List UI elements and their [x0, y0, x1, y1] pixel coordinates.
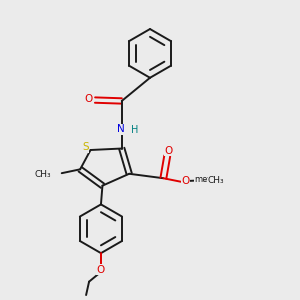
Text: methyl: methyl: [203, 180, 208, 181]
Text: O: O: [84, 94, 93, 104]
Text: H: H: [131, 125, 138, 135]
Text: O: O: [182, 176, 190, 186]
Text: O: O: [165, 146, 173, 156]
Text: CH₃: CH₃: [208, 176, 225, 184]
Text: N: N: [117, 124, 125, 134]
Text: O: O: [97, 265, 105, 275]
Text: CH₃: CH₃: [34, 170, 51, 179]
Text: methyl: methyl: [194, 175, 224, 184]
Text: S: S: [82, 142, 88, 152]
